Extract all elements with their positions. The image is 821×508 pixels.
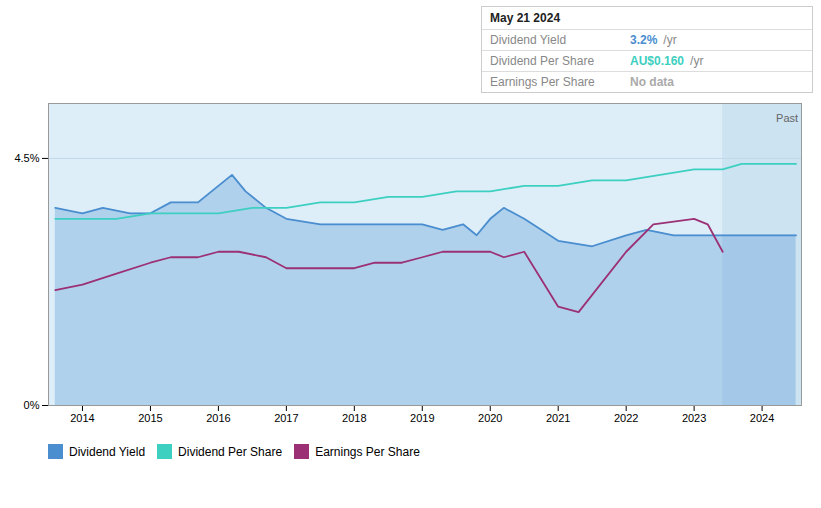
html-text:AU$0.160: AU$0.160: [630, 54, 684, 68]
svg-text:2024: 2024: [750, 412, 774, 424]
html-text:May 21 2024: May 21 2024: [490, 11, 561, 25]
svg-text:2018: 2018: [342, 412, 366, 424]
svg-text:2021: 2021: [546, 412, 570, 424]
svg-text:2014: 2014: [70, 412, 94, 424]
svg-text:2022: 2022: [614, 412, 638, 424]
html-text:Dividend Per Share: Dividend Per Share: [490, 54, 595, 68]
html-text:Dividend Per Share: Dividend Per Share: [178, 444, 283, 459]
html-text:No data: No data: [630, 75, 674, 89]
svg-text:4.5%: 4.5%: [14, 152, 39, 164]
html-text:Earnings Per Share: Earnings Per Share: [315, 444, 420, 459]
svg-text:2019: 2019: [410, 412, 434, 424]
html-text:3.2%: 3.2%: [630, 33, 658, 47]
svg-text:2015: 2015: [138, 412, 162, 424]
html-text:/yr: /yr: [690, 54, 704, 68]
svg-text:2017: 2017: [274, 412, 298, 424]
svg-text:2016: 2016: [206, 412, 230, 424]
html-text:Dividend Yield: Dividend Yield: [69, 444, 146, 459]
html-text:Dividend Yield: Dividend Yield: [490, 33, 567, 47]
svg-text:Past: Past: [776, 112, 798, 124]
svg-text:0%: 0%: [24, 399, 40, 411]
svg-text:2023: 2023: [682, 412, 706, 424]
html-text:Earnings Per Share: Earnings Per Share: [490, 75, 595, 89]
svg-text:2020: 2020: [478, 412, 502, 424]
html-text:/yr: /yr: [663, 33, 677, 47]
